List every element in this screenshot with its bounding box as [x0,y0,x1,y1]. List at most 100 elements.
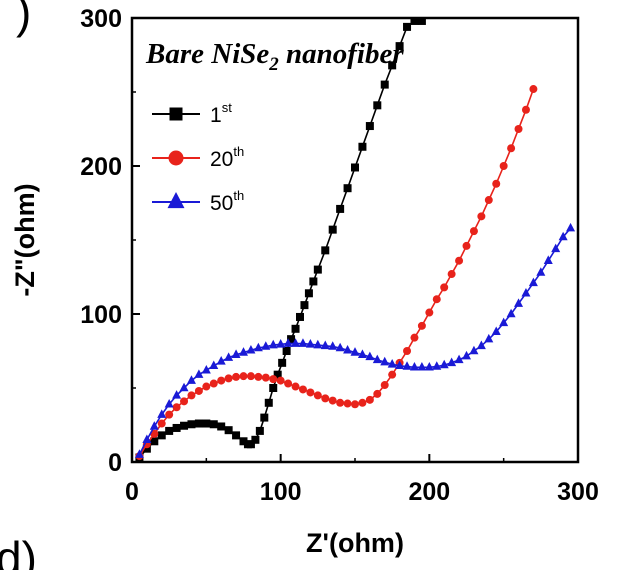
data-point [202,419,211,428]
panel-label-bottom: d) [0,532,37,570]
data-point [295,312,304,321]
data-point [150,437,159,446]
data-point [313,391,322,400]
series-2 [135,85,538,461]
data-point [558,231,568,241]
x-axis-title: Z'(ohm) [306,528,404,558]
data-point [246,344,256,354]
data-point [388,370,397,379]
legend-label-superscript: st [222,100,233,115]
chart-title: Bare NiSe2 nanofiber [145,38,404,75]
data-point [440,283,449,292]
data-point [284,379,293,388]
data-point [217,376,226,385]
data-point [403,347,412,355]
data-point [321,394,330,403]
data-point [232,372,241,381]
data-point [321,246,330,255]
data-point [335,342,345,352]
data-point [439,359,449,369]
data-point [179,382,189,392]
data-point [328,396,337,405]
data-point [194,386,203,395]
data-point [373,101,382,110]
chart-title-rest: nanofiber [279,38,405,70]
data-point [514,125,523,133]
data-point [313,339,323,349]
data-point [217,422,226,431]
data-point [447,270,456,279]
data-point [304,289,313,298]
data-point [476,340,486,350]
data-point [149,421,159,430]
data-point [164,398,174,408]
data-point [491,326,501,336]
data-point [260,413,269,422]
data-point [305,339,315,348]
data-point [142,434,152,444]
data-point [343,399,352,408]
data-point [291,382,300,391]
data-point [417,18,426,25]
data-point [336,204,345,213]
y-tick-label: 300 [80,5,122,33]
data-point [273,370,282,379]
data-point [224,374,233,383]
data-point [469,345,479,355]
data-point [358,142,367,151]
data-point [528,277,538,287]
data-point [387,359,397,368]
data-point [300,301,309,310]
data-point [134,449,144,458]
data-point [373,389,382,398]
data-point [309,277,318,286]
data-point [165,410,174,419]
data-point [276,376,285,385]
data-point [492,179,501,188]
data-point [328,225,337,234]
data-point [484,196,493,205]
data-point [313,265,322,274]
data-point [417,321,426,330]
y-tick-label: 200 [80,153,122,181]
data-point [424,361,434,371]
data-point [469,227,478,236]
series-layer [134,18,576,462]
legend-label: 50th [210,188,244,215]
data-point [216,356,226,365]
data-point [365,122,374,131]
legend-entry: 1st [152,100,232,127]
data-point [186,375,196,384]
data-point [380,80,389,89]
data-point [287,335,296,344]
data-point [351,163,359,172]
series-1 [135,18,426,462]
x-tick-label: 100 [260,478,302,506]
series-3 [134,222,576,458]
legend-marker [169,107,183,121]
data-point [417,361,427,371]
legend-label-main: 50 [210,192,233,215]
data-point [336,398,345,407]
plot-frame [130,16,580,464]
data-point [172,403,181,412]
data-point [201,364,211,374]
data-point [268,339,278,349]
data-point [180,421,189,430]
data-point [209,379,218,388]
data-point [254,372,263,381]
data-point [306,388,315,397]
data-point [351,400,359,409]
data-point [410,18,419,25]
x-axis: 0 100 200 300 [125,454,599,506]
data-point [388,61,397,70]
data-point [454,354,464,364]
data-point [551,243,561,253]
data-point [269,375,278,384]
data-point [529,85,538,94]
data-point [246,440,255,449]
data-point [521,105,530,114]
data-point [172,390,182,399]
data-point [194,369,204,378]
series-group [134,18,576,462]
